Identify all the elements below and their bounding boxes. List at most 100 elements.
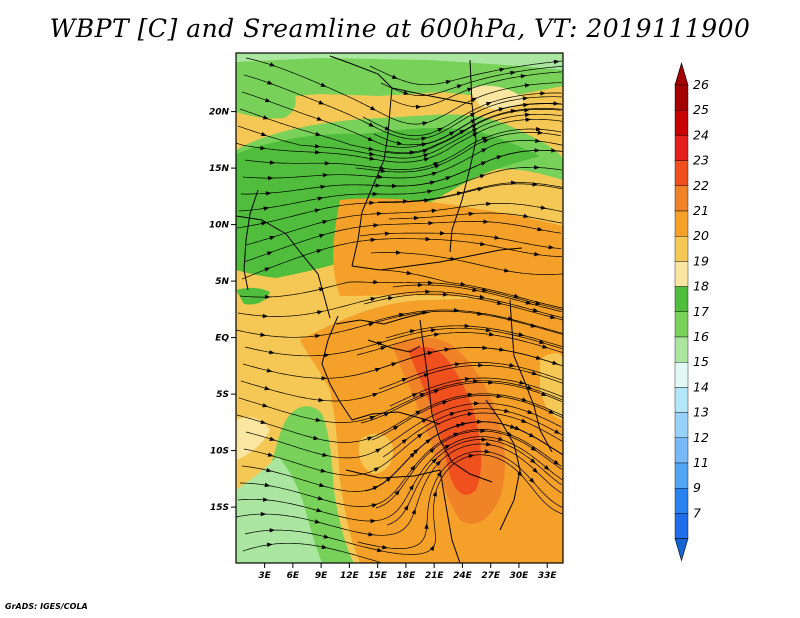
- streamline-arrow: [509, 424, 516, 429]
- streamline: [244, 128, 562, 170]
- streamline-arrow: [435, 460, 442, 466]
- streamline-arrow: [427, 351, 434, 356]
- streamline-arrow: [485, 441, 492, 447]
- streamline-arrow: [392, 425, 399, 431]
- streamline-arrow: [469, 112, 476, 118]
- streamline-arrow: [481, 437, 487, 442]
- streamline-arrow: [266, 467, 273, 473]
- streamline-arrow: [369, 156, 376, 161]
- streamline-arrow: [315, 149, 321, 155]
- streamline-arrow: [473, 401, 480, 406]
- streamline-arrow: [506, 431, 513, 436]
- streamline-arrow: [479, 241, 486, 247]
- streamline-arrow: [552, 360, 559, 365]
- streamline-arrow: [477, 419, 483, 425]
- streamline-arrow: [534, 251, 540, 257]
- streamline-arrow: [266, 251, 273, 256]
- streamline-arrow: [464, 323, 471, 329]
- streamline-arrow: [450, 256, 456, 261]
- streamline: [236, 443, 562, 536]
- streamline-arrow: [382, 545, 388, 550]
- streamline-arrow: [523, 102, 529, 108]
- colorbar-swatch: [674, 437, 689, 464]
- streamline-arrow: [524, 112, 531, 118]
- lat-tick-label: EQ: [215, 334, 229, 344]
- streamline-arrow: [479, 294, 486, 300]
- streamline-arrow: [318, 100, 325, 105]
- streamline-arrow: [439, 231, 446, 236]
- streamline-arrow: [528, 432, 535, 438]
- streamline-arrow: [484, 449, 491, 454]
- streamline-arrow: [482, 345, 488, 350]
- streamline-arrow: [319, 233, 325, 239]
- streamline-arrow: [434, 332, 440, 337]
- streamline-arrow: [401, 378, 408, 383]
- streamline-arrow: [525, 300, 532, 305]
- streamline: [369, 60, 563, 86]
- streamline-arrow: [261, 221, 267, 226]
- streamline-arrow: [321, 376, 327, 381]
- streamline-arrow: [422, 121, 429, 126]
- streamline-arrow: [315, 417, 322, 423]
- streamline-arrow: [373, 279, 379, 285]
- streamline-arrow: [453, 307, 460, 313]
- streamline: [378, 182, 563, 203]
- lat-tick-label: 5N: [215, 277, 229, 287]
- streamline: [362, 92, 562, 137]
- streamline-arrow: [548, 409, 555, 414]
- streamline-arrow: [429, 447, 436, 454]
- lon-tick-label: 24E: [453, 571, 473, 581]
- streamline-arrow: [409, 329, 416, 334]
- streamline-arrow: [403, 90, 410, 96]
- colorbar-level-label: 17: [693, 304, 709, 319]
- streamline-arrow: [481, 148, 488, 153]
- streamline-arrow: [262, 313, 269, 319]
- streamline-arrow: [477, 187, 484, 192]
- streamline-arrow: [481, 287, 488, 292]
- streamline-arrow: [433, 389, 440, 394]
- streamline-arrow: [532, 467, 538, 474]
- colorbar-swatch: [674, 160, 689, 187]
- streamline-arrow: [521, 397, 528, 402]
- colorbar: 26 25 24 23 22 21 20 19 18 17 16 15 14 13 12 11 9 7: [674, 61, 709, 562]
- lat-tick-label: 15N: [209, 164, 230, 174]
- streamline-arrow: [373, 467, 380, 472]
- streamline-arrow: [496, 393, 503, 399]
- streamline-arrow: [260, 145, 266, 151]
- streamline-arrow: [467, 392, 474, 398]
- streamline-arrow: [267, 175, 274, 181]
- streamline-arrow: [322, 452, 329, 457]
- streamline-arrow: [314, 208, 321, 213]
- streamline-arrow: [372, 191, 379, 197]
- streamline: [244, 327, 563, 357]
- streamline-arrow: [260, 511, 267, 517]
- streamline: [242, 542, 381, 563]
- streamline-arrow: [416, 433, 423, 439]
- streamline-arrow: [267, 80, 274, 85]
- streamline: [367, 347, 563, 373]
- streamline-arrow: [429, 180, 436, 185]
- streamline-arrow: [473, 378, 479, 384]
- streamline-arrow: [464, 376, 471, 382]
- streamline-arrow: [324, 161, 331, 166]
- streamline-arrow: [553, 59, 560, 65]
- lat-tick-label: 15S: [210, 503, 229, 513]
- streamline-arrow: [316, 508, 323, 513]
- border-line: [419, 319, 493, 483]
- streamline-arrow: [391, 74, 398, 79]
- streamline-arrow: [494, 235, 501, 240]
- colorbar-level-label: 25: [693, 102, 709, 117]
- wbpt-shade-region: [540, 353, 563, 420]
- streamline-arrow: [468, 453, 475, 459]
- streamlines: [236, 57, 563, 563]
- streamline-arrow: [269, 528, 276, 533]
- colorbar-level-label: 15: [693, 354, 709, 369]
- streamline-arrow: [402, 199, 409, 204]
- border-line: [439, 469, 461, 563]
- streamline-arrow: [486, 201, 492, 207]
- streamline: [242, 140, 563, 179]
- streamline-arrow: [376, 547, 383, 553]
- lon-tick-label: 30E: [510, 571, 530, 581]
- streamline-arrow: [264, 482, 271, 488]
- streamline: [245, 57, 562, 125]
